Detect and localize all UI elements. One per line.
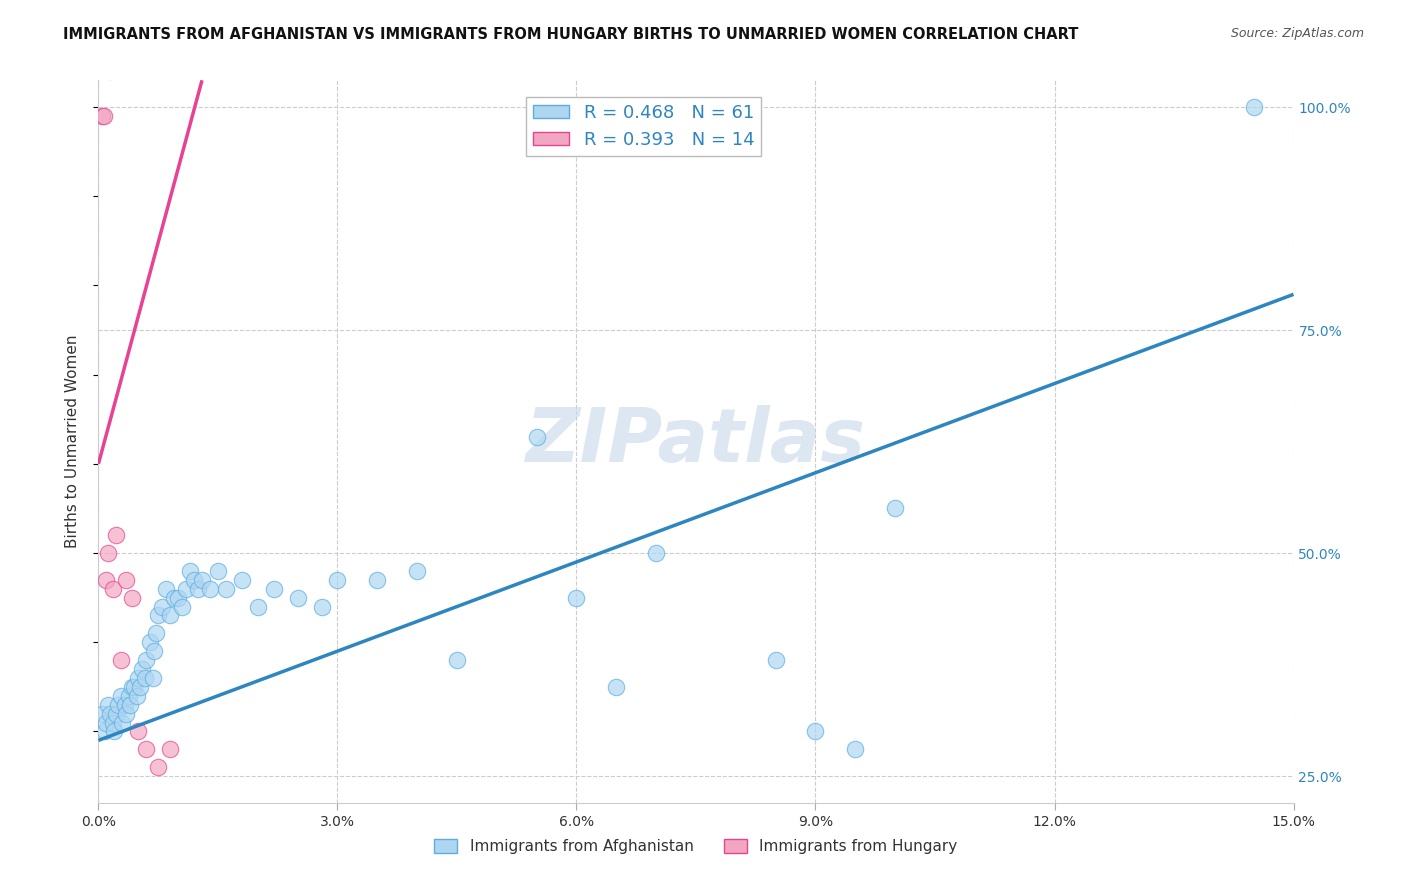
Point xyxy=(215,582,238,596)
Point xyxy=(645,546,668,560)
Point xyxy=(118,689,141,703)
Point xyxy=(246,599,269,614)
Point xyxy=(135,653,157,667)
Point xyxy=(148,608,170,623)
Point xyxy=(148,760,170,774)
Point xyxy=(139,635,162,649)
Point xyxy=(91,109,114,123)
Point xyxy=(804,724,827,739)
Point xyxy=(111,715,134,730)
Point xyxy=(121,591,143,605)
Point xyxy=(142,671,165,685)
Point xyxy=(326,573,349,587)
Point xyxy=(884,501,907,516)
Point xyxy=(107,698,129,712)
Legend: Immigrants from Afghanistan, Immigrants from Hungary: Immigrants from Afghanistan, Immigrants … xyxy=(429,833,963,860)
Point xyxy=(104,706,127,721)
Point xyxy=(91,706,114,721)
Point xyxy=(526,430,548,444)
Point xyxy=(134,671,156,685)
Point xyxy=(174,582,197,596)
Point xyxy=(287,591,309,605)
Point xyxy=(207,564,229,578)
Point xyxy=(159,742,181,756)
Text: ZIPatlas: ZIPatlas xyxy=(526,405,866,478)
Point xyxy=(96,573,118,587)
Point xyxy=(135,742,157,756)
Point xyxy=(103,724,125,739)
Point xyxy=(127,724,149,739)
Point xyxy=(94,724,117,739)
Point xyxy=(127,671,149,685)
Point xyxy=(120,698,142,712)
Point xyxy=(143,644,166,658)
Point xyxy=(174,849,197,863)
Point xyxy=(115,706,138,721)
Point xyxy=(183,573,205,587)
Point xyxy=(198,582,221,596)
Point xyxy=(155,582,177,596)
Point xyxy=(96,715,118,730)
Point xyxy=(565,591,588,605)
Point xyxy=(963,831,986,846)
Text: IMMIGRANTS FROM AFGHANISTAN VS IMMIGRANTS FROM HUNGARY BIRTHS TO UNMARRIED WOMEN: IMMIGRANTS FROM AFGHANISTAN VS IMMIGRANT… xyxy=(63,27,1078,42)
Point xyxy=(128,680,150,694)
Point xyxy=(101,582,124,596)
Point xyxy=(97,546,120,560)
Point xyxy=(110,689,132,703)
Point xyxy=(163,591,186,605)
Point xyxy=(97,698,120,712)
Point xyxy=(150,599,173,614)
Point xyxy=(104,528,127,542)
Point xyxy=(110,653,132,667)
Point xyxy=(191,573,214,587)
Point xyxy=(101,715,124,730)
Point xyxy=(179,564,201,578)
Point xyxy=(167,591,190,605)
Point xyxy=(124,680,146,694)
Point xyxy=(93,109,115,123)
Point xyxy=(145,626,167,640)
Text: Source: ZipAtlas.com: Source: ZipAtlas.com xyxy=(1230,27,1364,40)
Point xyxy=(114,698,136,712)
Point xyxy=(605,680,627,694)
Point xyxy=(231,573,253,587)
Point xyxy=(98,706,122,721)
Point xyxy=(406,564,429,578)
Point xyxy=(125,689,148,703)
Point xyxy=(172,599,194,614)
Y-axis label: Births to Unmarried Women: Births to Unmarried Women xyxy=(65,334,80,549)
Point xyxy=(131,662,153,676)
Point xyxy=(366,573,388,587)
Point xyxy=(765,653,787,667)
Point xyxy=(1243,100,1265,114)
Point xyxy=(115,573,138,587)
Point xyxy=(121,680,143,694)
Point xyxy=(187,582,209,596)
Point xyxy=(446,653,468,667)
Point xyxy=(159,608,181,623)
Point xyxy=(263,582,285,596)
Point xyxy=(311,599,333,614)
Point xyxy=(844,742,866,756)
